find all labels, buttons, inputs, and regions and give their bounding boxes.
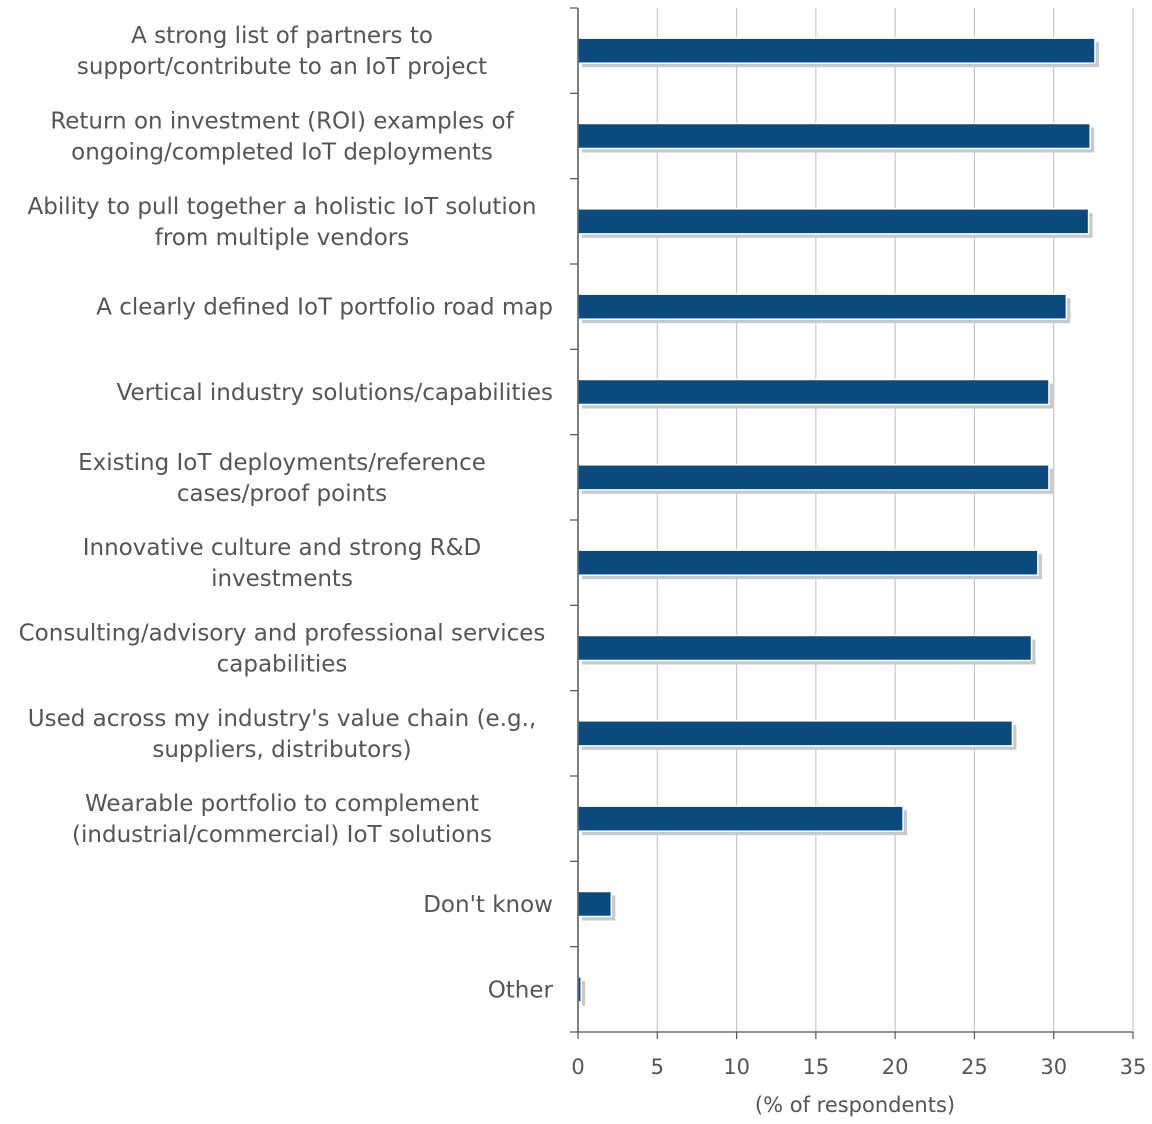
category-label: Don't know [423, 892, 553, 918]
category-label: Other [488, 977, 554, 1003]
category-label: Existing IoT deployments/reference cases/… [78, 450, 486, 507]
category-label: Return on investment (ROI) examples of on… [50, 109, 514, 166]
x-tick-label-5: 5 [651, 1055, 664, 1079]
grid-lines [656, 8, 1134, 1032]
bar [577, 549, 1039, 576]
category-labels: A strong list of partners to support/cont… [19, 23, 554, 1003]
category-label-line: Wearable portfolio to complement [85, 791, 479, 817]
bar [577, 293, 1068, 320]
x-tick-label-10: 10 [723, 1055, 750, 1079]
category-label-line: Don't know [423, 892, 553, 918]
category-label-line: Vertical industry solutions/capabilities [117, 380, 553, 406]
category-label: Innovative culture and strong R&D investm… [83, 535, 482, 592]
category-label-line: support/contribute to an IoT project [77, 54, 487, 80]
category-label-line: ongoing/completed IoT deployments [71, 140, 493, 166]
bars [577, 37, 1099, 1006]
category-label: Used across my industry's value chain (e… [28, 706, 536, 763]
category-label-line: Other [488, 977, 554, 1003]
category-label-line: Consulting/advisory and professional ser… [19, 621, 546, 647]
category-label-line: A clearly defined IoT portfolio road map [96, 295, 553, 321]
category-label-line: (industrial/commercial) IoT solutions [72, 822, 492, 848]
category-label: Wearable portfolio to complement (industr… [72, 791, 492, 848]
x-tick-label-25: 25 [961, 1055, 988, 1079]
category-label-line: cases/proof points [177, 481, 387, 507]
category-label: A strong list of partners to support/cont… [77, 23, 487, 80]
bar [577, 208, 1090, 235]
category-label-line: investments [211, 566, 353, 592]
category-label-line: Return on investment (ROI) examples of [50, 109, 514, 135]
bar [577, 122, 1091, 150]
category-label-line: capabilities [217, 652, 348, 678]
bar [577, 378, 1050, 406]
category-label: A clearly defined IoT portfolio road map [96, 295, 553, 321]
category-label-line: suppliers, distributors) [152, 737, 411, 763]
axes: 0 5 10 15 20 25 30 35 [570, 7, 1147, 1079]
bar [577, 634, 1033, 662]
category-label: Vertical industry solutions/capabilities [117, 380, 553, 406]
x-tick-label-20: 20 [882, 1055, 909, 1079]
category-label-line: Used across my industry's value chain (e… [28, 706, 536, 732]
bar [577, 890, 613, 918]
bar [577, 720, 1014, 747]
bar [577, 37, 1096, 64]
category-label-line: from multiple vendors [155, 225, 410, 251]
category-label-line: Innovative culture and strong R&D [83, 535, 482, 561]
x-tick-label-30: 30 [1040, 1055, 1067, 1079]
bar-shadow [582, 980, 586, 1006]
category-label-line: Ability to pull together a holistic IoT … [28, 194, 537, 220]
category-label-line: A strong list of partners to [131, 23, 433, 49]
category-label-line: Existing IoT deployments/reference [78, 450, 486, 476]
category-label: Ability to pull together a holistic IoT … [28, 194, 537, 251]
category-label: Consulting/advisory and professional ser… [19, 621, 546, 678]
x-tick-label-35: 35 [1120, 1055, 1147, 1079]
bar [577, 464, 1050, 491]
bar [577, 805, 904, 832]
x-tick-label-15: 15 [802, 1055, 829, 1079]
x-tick-label-0: 0 [571, 1055, 584, 1079]
x-axis-title: (% of respondents) [755, 1093, 955, 1117]
